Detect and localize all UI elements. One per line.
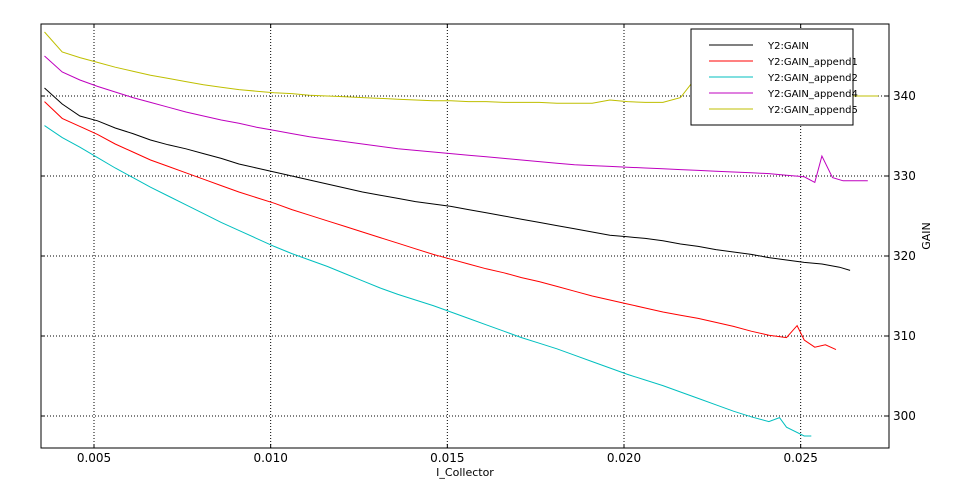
y-tick-label: 320 (893, 249, 916, 263)
legend-label: Y2:GAIN_append4 (767, 89, 858, 100)
legend-label: Y2:GAIN_append1 (767, 57, 858, 68)
x-axis-ticks: 0.005 0.010 0.015 0.020 0.025 (77, 24, 818, 465)
y-tick-label: 330 (893, 169, 916, 183)
legend-label: Y2:GAIN_append5 (767, 105, 858, 116)
y-tick-label: 300 (893, 409, 916, 423)
x-tick-label: 0.015 (430, 451, 464, 465)
x-tick-label: 0.020 (607, 451, 641, 465)
legend-label: Y2:GAIN_append2 (767, 73, 858, 84)
x-axis-label: I_Collector (436, 466, 494, 479)
legend: Y2:GAIN Y2:GAIN_append1 Y2:GAIN_append2 Y2:… (690, 28, 858, 126)
y-tick-label: 340 (893, 89, 916, 103)
y-tick-label: 310 (893, 329, 916, 343)
series-line-4 (44, 55, 868, 184)
x-tick-label: 0.025 (783, 451, 817, 465)
legend-label: Y2:GAIN (767, 41, 809, 52)
grid-lines (41, 24, 889, 448)
x-tick-label: 0.010 (253, 451, 287, 465)
series-line-1 (44, 87, 851, 271)
x-tick-label: 0.005 (77, 451, 111, 465)
y-axis-ticks: 300 310 320 330 340 (41, 89, 916, 423)
y-axis-label: GAIN (920, 222, 933, 250)
series-line-2 (44, 101, 837, 351)
series-line-3 (44, 125, 812, 437)
